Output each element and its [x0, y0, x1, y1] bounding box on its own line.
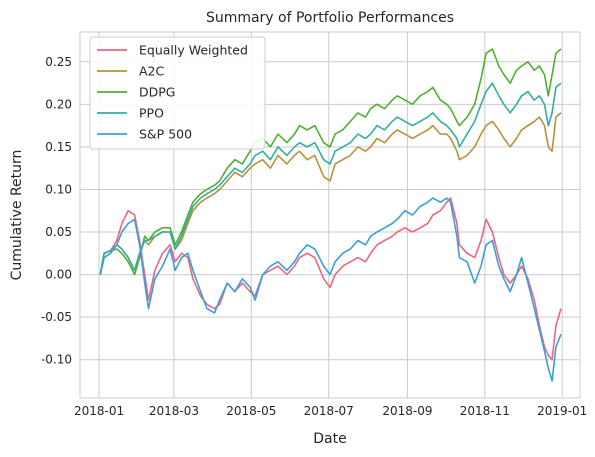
legend-label-ppo: PPO — [139, 106, 164, 121]
y-tick-label: -0.05 — [41, 310, 72, 324]
x-tick-labels: 2018-01 2018-03 2018-05 2018-07 2018-09 2018-… — [74, 404, 587, 418]
y-tick-label: -0.10 — [41, 353, 72, 367]
y-tick-label: 0.20 — [45, 97, 72, 111]
legend-label-sp500: S&P 500 — [139, 127, 192, 142]
y-axis-label: Cumulative Return — [9, 150, 25, 281]
series-line-ppo — [99, 82, 562, 275]
y-tick-label: 0.00 — [45, 268, 72, 282]
x-tick-label: 2018-11 — [460, 404, 510, 418]
legend-label-equally_weighted: Equally Weighted — [139, 43, 248, 58]
y-tick-label: 0.10 — [45, 182, 72, 196]
x-tick-label: 2018-01 — [74, 404, 124, 418]
plot-frame — [79, 31, 581, 399]
series-lines — [99, 48, 562, 382]
y-tick-label: 0.25 — [45, 55, 72, 69]
legend: Equally Weighted A2C DDPG PPO S&P 500 — [89, 36, 266, 150]
series-line-equally_weighted — [99, 197, 562, 361]
x-tick-label: 2019-01 — [537, 404, 587, 418]
series-line-ddpg — [99, 48, 562, 276]
legend-label-ddpg: DDPG — [139, 85, 175, 100]
x-tick-label: 2018-03 — [149, 404, 199, 418]
legend-box — [89, 36, 266, 150]
x-axis-label: Date — [313, 431, 346, 447]
series-line-sp500 — [99, 197, 562, 382]
legend-label-a2c: A2C — [139, 64, 165, 79]
y-tick-label: 0.15 — [45, 140, 72, 154]
x-tick-label: 2018-09 — [382, 404, 432, 418]
chart-title: Summary of Portfolio Performances — [206, 10, 454, 26]
x-tick-label: 2018-07 — [304, 404, 354, 418]
y-tick-labels: -0.10 -0.05 0.00 0.05 0.10 0.15 0.20 0.25 — [41, 55, 72, 367]
x-tick-label: 2018-05 — [226, 404, 276, 418]
y-tick-label: 0.05 — [45, 225, 72, 239]
